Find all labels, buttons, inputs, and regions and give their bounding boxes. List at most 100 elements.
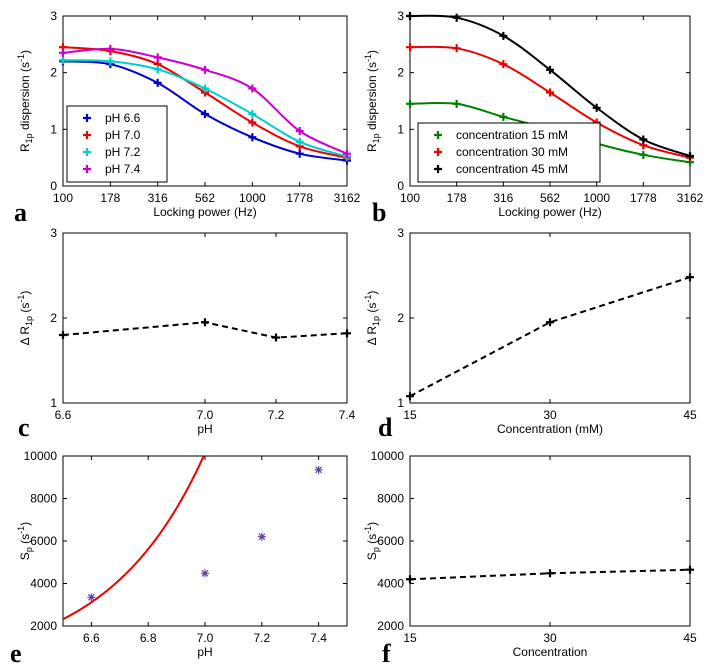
data-point: [153, 65, 162, 74]
data-point: [452, 44, 461, 53]
legend-label: concentration 30 mM: [456, 145, 568, 159]
data-point: [153, 53, 162, 62]
legend-marker: [83, 165, 91, 173]
x-tick-label: 6.6: [83, 631, 100, 645]
plot-area: [62, 455, 348, 627]
y-tick-label: 3: [50, 9, 57, 23]
x-tick-label: 178: [447, 191, 467, 205]
y-tick-label: 8000: [377, 492, 404, 506]
y-tick-label: 10000: [24, 449, 58, 463]
x-tick-label: 15: [403, 631, 417, 645]
data-point: [295, 137, 304, 146]
y-label-sub: p: [371, 547, 381, 552]
y-label-close: ): [18, 291, 32, 295]
y-label-main: Δ R: [18, 326, 32, 346]
legend-marker: [83, 114, 91, 122]
y-label-sup: -1: [363, 54, 373, 62]
x-tick-label: 7.4: [339, 408, 356, 422]
data-point: [59, 48, 67, 57]
data-point: [592, 103, 601, 112]
y-axis-label: Δ R1p (s-1): [16, 291, 34, 346]
legend-label: concentration 15 mM: [456, 128, 568, 142]
legend-label: pH 7.0: [105, 128, 141, 142]
y-tick-label: 3: [397, 226, 404, 240]
panel-label: c: [18, 413, 30, 442]
data-point: [406, 43, 414, 52]
x-axis-label: pH: [197, 645, 212, 659]
panel-f: 2000 4000 6000 8000 10000 15 30 45 Concentration…: [363, 449, 697, 668]
y-label-sup: -1: [16, 526, 26, 534]
x-tick-label: 1778: [286, 191, 313, 205]
x-tick-label: 6.8: [140, 631, 157, 645]
data-point: [106, 57, 115, 66]
y-tick-label: 2: [397, 66, 404, 80]
y-tick-label: 2000: [377, 619, 404, 633]
y-tick-label: 4000: [30, 577, 57, 591]
y-tick-label: 2000: [30, 619, 57, 633]
y-label-sup: -1: [363, 526, 373, 534]
data-point: [201, 569, 209, 578]
x-tick-label: 30: [543, 631, 557, 645]
y-tick-label: 1: [50, 122, 57, 136]
panel-label: e: [10, 639, 22, 668]
x-tick-label: 562: [540, 191, 560, 205]
y-tick-label: 2: [50, 66, 57, 80]
x-tick-label: 316: [493, 191, 513, 205]
plot-area: [409, 455, 691, 627]
x-tick-label: 7.2: [253, 631, 270, 645]
series-line: [409, 276, 691, 398]
data-point: [343, 149, 351, 158]
x-tick-label: 1000: [583, 191, 610, 205]
fit-curve: [62, 455, 205, 621]
y-label-rest: (s: [365, 303, 379, 316]
y-label-close: ): [365, 50, 379, 54]
y-tick-label: 3: [50, 226, 57, 240]
y-label-rest: dispersion (s: [18, 62, 32, 133]
panel-d: 1 2 3 15 30 45 Concentration (mM) Δ R1p (s-1) d: [363, 226, 697, 442]
y-label-close: ): [365, 291, 379, 295]
y-tick-label: 1: [397, 396, 404, 410]
y-tick-label: 10000: [371, 449, 405, 463]
y-label-rest: (s: [365, 534, 379, 547]
data-point: [639, 150, 648, 159]
legend-label: concentration 45 mM: [456, 162, 568, 176]
x-tick-label: 178: [100, 191, 120, 205]
y-label-rest: (s: [18, 303, 32, 316]
data-point: [153, 78, 162, 87]
legend-box: [417, 122, 601, 183]
panel-c: 1 2 3 6.6 7.0 7.2 7.4 pH Δ R1p (s-1) c: [16, 226, 356, 442]
y-tick-label: 4000: [377, 577, 404, 591]
y-label-rest: dispersion (s: [365, 62, 379, 133]
y-label-rest: (s: [18, 534, 32, 547]
data-point: [452, 13, 461, 22]
x-tick-label: 3162: [677, 191, 704, 205]
legend-label: pH 7.4: [105, 162, 141, 176]
y-label-sub: 1p: [24, 316, 34, 326]
y-label-close: ): [365, 522, 379, 526]
data-point: [546, 569, 554, 578]
x-tick-label: 45: [683, 408, 697, 422]
data-point: [406, 12, 414, 20]
x-axis-label: Concentration: [513, 645, 588, 659]
x-tick-label: 45: [683, 631, 697, 645]
data-point: [201, 110, 209, 119]
y-tick-label: 1: [50, 396, 57, 410]
data-point: [499, 60, 508, 69]
data-point: [639, 135, 648, 144]
x-tick-label: 7.4: [310, 631, 327, 645]
data-point: [406, 575, 414, 584]
y-label-sup: -1: [363, 295, 373, 303]
y-label-main: S: [18, 552, 32, 560]
x-tick-label: 1778: [630, 191, 657, 205]
data-point: [546, 65, 554, 74]
x-axis-label: Concentration (mM): [497, 422, 603, 436]
data-point: [59, 331, 67, 339]
data-point: [201, 65, 209, 74]
y-label-main: S: [365, 552, 379, 560]
x-tick-label: 3162: [334, 191, 361, 205]
data-point: [343, 329, 351, 338]
y-tick-label: 3: [397, 9, 404, 23]
data-point: [201, 318, 209, 327]
panel-label: f: [382, 639, 391, 668]
